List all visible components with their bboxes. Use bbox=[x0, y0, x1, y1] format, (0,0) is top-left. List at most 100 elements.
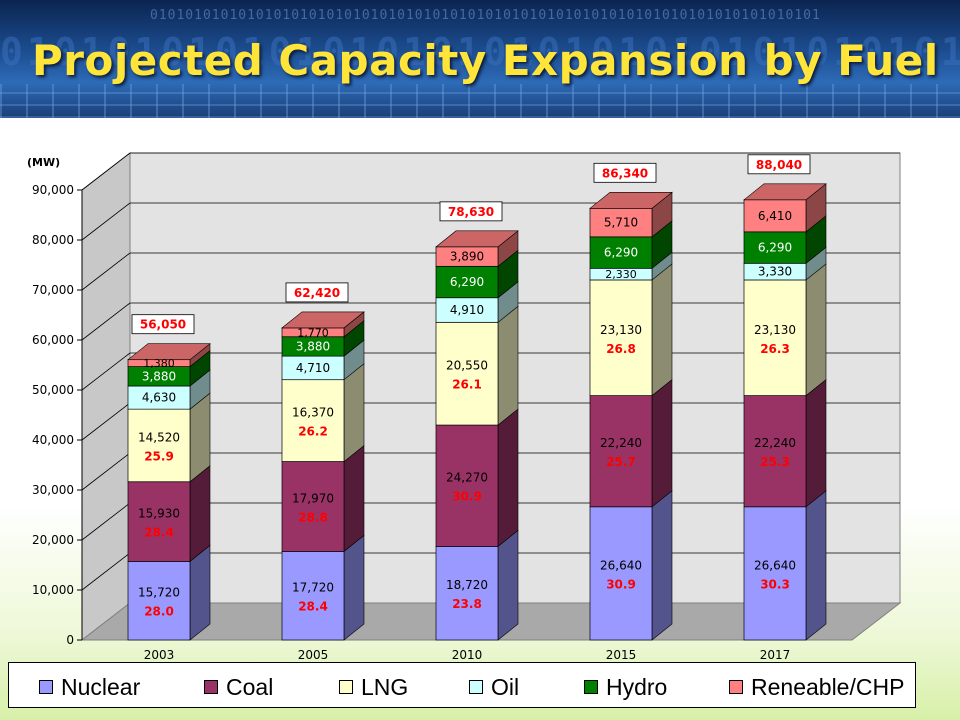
value-label: 4,630 bbox=[142, 391, 176, 405]
bar-side bbox=[651, 378, 673, 508]
bar-segment-nuclear-2017 bbox=[743, 490, 827, 641]
value-label: 15,720 bbox=[138, 586, 180, 600]
value-label: 2,330 bbox=[605, 268, 637, 281]
y-tick-label: 90,000 bbox=[32, 183, 74, 197]
page-title: Projected Capacity Expansion by Fuel bbox=[32, 36, 939, 85]
value-label: 3,880 bbox=[296, 339, 330, 353]
bar-side bbox=[805, 263, 827, 397]
bar-front bbox=[281, 551, 345, 641]
bar-front bbox=[743, 395, 807, 508]
bar-side bbox=[343, 534, 365, 641]
legend-label: Oil bbox=[491, 674, 520, 700]
value-label: 1,770 bbox=[297, 326, 329, 339]
value-label: 4,910 bbox=[450, 303, 484, 317]
bar-front bbox=[589, 506, 653, 641]
bar-front bbox=[435, 265, 499, 299]
bar-top bbox=[589, 192, 673, 209]
bar-segment-nuclear-2010 bbox=[435, 529, 519, 641]
bar-segment-hydro-2005 bbox=[281, 320, 365, 357]
bar-segment-hydro-2017 bbox=[743, 215, 827, 264]
bar-front bbox=[127, 408, 191, 483]
share-label: 25.7 bbox=[606, 455, 636, 469]
bar-segment-reneable-chp-2017 bbox=[743, 183, 827, 233]
bar-segment-lng-2017 bbox=[743, 263, 827, 397]
legend-swatch bbox=[204, 680, 218, 694]
bar-segment-lng-2015 bbox=[589, 263, 673, 397]
bar-front bbox=[743, 231, 807, 264]
value-label: 24,270 bbox=[446, 471, 488, 485]
y-tick-label: 30,000 bbox=[32, 483, 74, 497]
value-label: 23,130 bbox=[600, 323, 642, 337]
bar-segment-reneable-chp-2003 bbox=[127, 343, 211, 368]
bar-front bbox=[743, 279, 807, 396]
share-label: 25.9 bbox=[144, 449, 174, 463]
bar-front bbox=[435, 546, 499, 641]
bar-side bbox=[497, 305, 519, 426]
chart-legend: Nuclear Coal LNG Oil Hydro Reneable/CHP bbox=[8, 662, 916, 708]
x-tick-label: 2005 bbox=[298, 648, 329, 662]
bar-front bbox=[281, 379, 345, 462]
legend-label: LNG bbox=[361, 674, 409, 700]
legend-label: Nuclear bbox=[61, 674, 141, 700]
chart-labels: 15,720 28.0 15,930 28.4 14,520 25.9 4,630 3,880… bbox=[131, 154, 811, 662]
share-label: 26.3 bbox=[760, 342, 790, 356]
share-label: 28.0 bbox=[144, 605, 174, 619]
bar-front bbox=[589, 207, 653, 238]
value-label: 6,410 bbox=[758, 209, 792, 223]
y-tick-label: 70,000 bbox=[32, 283, 74, 297]
total-box-2015: 86,340 bbox=[593, 162, 657, 183]
share-label: 28.4 bbox=[144, 526, 174, 540]
bar-segment-oil-2003 bbox=[127, 369, 211, 410]
bar-side bbox=[651, 263, 673, 397]
x-tick-label: 2015 bbox=[606, 648, 637, 662]
value-label: 22,240 bbox=[754, 436, 796, 450]
total-label: 56,050 bbox=[140, 318, 186, 332]
bar-segment-lng-2003 bbox=[127, 392, 211, 483]
value-label: 4,710 bbox=[296, 361, 330, 375]
share-label: 26.1 bbox=[452, 378, 482, 392]
bar-segment-lng-2005 bbox=[281, 363, 365, 463]
legend-swatch bbox=[39, 680, 53, 694]
x-tick-label: 2017 bbox=[760, 648, 791, 662]
bar-segment-hydro-2010 bbox=[435, 249, 519, 299]
chart-axis: 0 10,000 20,000 30,000 40,000 50,000 60,000 70,… bbox=[32, 183, 83, 647]
legend-label: Hydro bbox=[606, 674, 668, 700]
bar-side bbox=[805, 378, 827, 508]
share-label: 28.4 bbox=[298, 600, 328, 614]
bar-segment-oil-2017 bbox=[743, 246, 827, 281]
value-label: 1,380 bbox=[143, 357, 175, 370]
total-label: 78,630 bbox=[448, 205, 494, 219]
bar-side bbox=[497, 529, 519, 641]
binary-decoration-large: 01010101010101010101010101010101010101 bbox=[0, 30, 960, 74]
bar-segment-reneable-chp-2005 bbox=[281, 311, 365, 338]
bar-front bbox=[589, 395, 653, 508]
legend-swatch bbox=[339, 680, 353, 694]
chart-bars bbox=[127, 183, 827, 641]
value-label: 16,370 bbox=[292, 406, 334, 420]
bar-side bbox=[497, 408, 519, 548]
value-label: 23,130 bbox=[754, 323, 796, 337]
bar-segment-reneable-chp-2015 bbox=[589, 191, 673, 238]
value-label: 17,970 bbox=[292, 491, 334, 505]
slide-header: 0101010101010101010101010101010101010101… bbox=[0, 0, 960, 118]
value-label: 3,880 bbox=[142, 369, 176, 383]
bar-top bbox=[127, 343, 211, 361]
bar-side bbox=[189, 465, 211, 563]
bar-front bbox=[281, 461, 345, 552]
bar-front bbox=[127, 481, 191, 562]
share-label: 30.9 bbox=[452, 490, 482, 504]
value-label: 3,890 bbox=[450, 250, 484, 264]
bar-side bbox=[189, 544, 211, 641]
total-label: 88,040 bbox=[756, 158, 802, 172]
bar-segment-coal-2017 bbox=[743, 378, 827, 508]
bar-side bbox=[651, 490, 673, 641]
bar-segment-nuclear-2005 bbox=[281, 534, 365, 641]
x-tick-label: 2010 bbox=[452, 648, 483, 662]
y-tick-label: 80,000 bbox=[32, 233, 74, 247]
legend-label: Reneable/CHP bbox=[751, 674, 905, 700]
value-label: 18,720 bbox=[446, 578, 488, 592]
y-tick-label: 10,000 bbox=[32, 583, 74, 597]
value-label: 5,710 bbox=[604, 216, 638, 230]
value-label: 6,290 bbox=[604, 246, 638, 260]
